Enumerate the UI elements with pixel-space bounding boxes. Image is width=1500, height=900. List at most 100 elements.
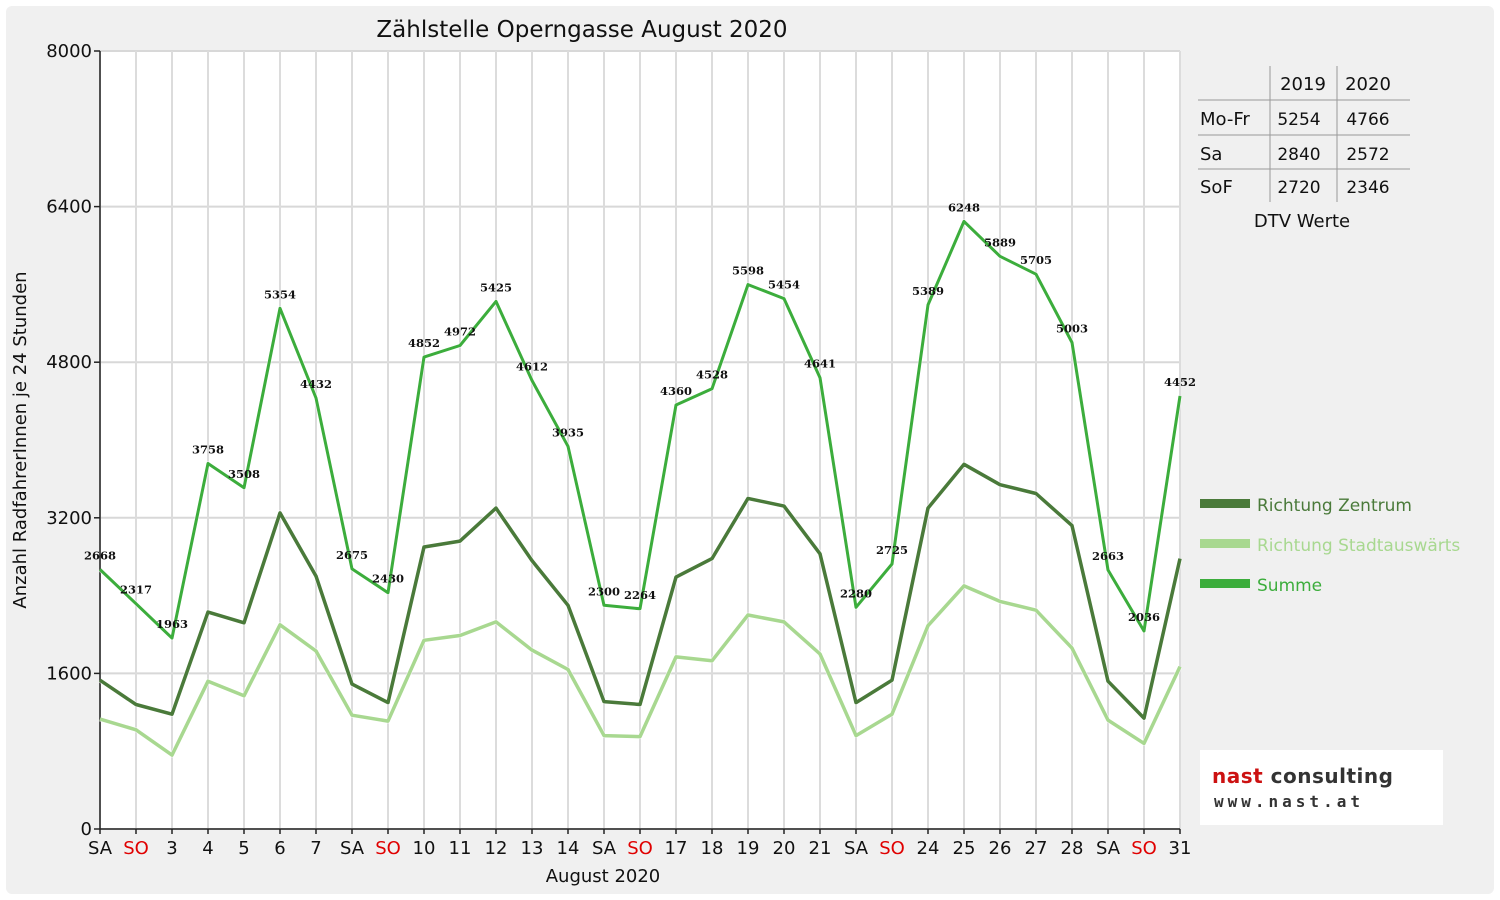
- x-tick-label: 12: [485, 838, 508, 859]
- x-tick-label: 13: [521, 838, 544, 859]
- legend: Richtung Zentrum Richtung Stadtauswärts Su…: [1200, 496, 1460, 596]
- series-line-0: [99, 462, 1182, 720]
- dtv-header-2019: 2019: [1280, 74, 1326, 95]
- x-tick-label: 5: [238, 838, 249, 859]
- legend-swatch: [1200, 499, 1250, 508]
- legend-label: Richtung Zentrum: [1257, 496, 1412, 516]
- y-tick-label: 4800: [46, 352, 92, 373]
- dtv-row-label: SoF: [1200, 177, 1233, 198]
- dtv-row-label: Sa: [1200, 144, 1222, 165]
- x-tick-label: 14: [557, 838, 580, 859]
- data-label: 2430: [372, 572, 404, 586]
- x-tick-label: SO: [1131, 838, 1157, 859]
- x-tick-label: SA: [1096, 838, 1121, 859]
- data-label: 2725: [876, 543, 908, 557]
- x-tick-label: 31: [1169, 838, 1192, 859]
- x-tick-label: 28: [1061, 838, 1084, 859]
- dtv-cell: 2840: [1277, 145, 1320, 165]
- x-tick-label: 19: [737, 838, 760, 859]
- data-label: 2317: [120, 583, 152, 597]
- dtv-cell: 5254: [1277, 110, 1320, 130]
- data-label: 4852: [408, 336, 440, 350]
- legend-swatch: [1200, 579, 1250, 588]
- data-label: 4972: [444, 324, 476, 338]
- legend-swatch: [1200, 539, 1250, 548]
- y-axis-label: Anzahl RadfahrerInnen je 24 Stunden: [10, 271, 31, 608]
- x-tick-label: 10: [413, 838, 436, 859]
- series-line-2: [98, 219, 1182, 640]
- legend-label: Summe: [1257, 576, 1322, 596]
- x-tick-label: 27: [1025, 838, 1048, 859]
- dtv-table: 2019 2020 Mo-Fr 5254 4766 Sa 2840 2572 S…: [1198, 66, 1410, 232]
- data-label: 4432: [300, 377, 332, 391]
- x-tick-label: SA: [340, 838, 365, 859]
- dtv-header-2020: 2020: [1345, 74, 1391, 95]
- x-tick-label: 25: [953, 838, 976, 859]
- x-tick-label: 20: [773, 838, 796, 859]
- dtv-title: DTV Werte: [1254, 211, 1350, 232]
- y-tick-label: 0: [81, 819, 92, 840]
- x-tick-label: 18: [701, 838, 724, 859]
- x-tick-label: 24: [917, 838, 940, 859]
- data-label: 2280: [840, 586, 872, 600]
- data-label: 5389: [912, 284, 944, 298]
- y-tick-label: 3200: [46, 508, 92, 529]
- x-tick-label: SA: [88, 838, 113, 859]
- x-tick-label: 17: [665, 838, 688, 859]
- data-label: 3758: [192, 443, 224, 457]
- x-tick-label: 11: [449, 838, 472, 859]
- series-lines: [98, 219, 1183, 758]
- data-label: 2663: [1092, 549, 1124, 563]
- x-tick-label: 7: [310, 838, 321, 859]
- data-label: 3935: [552, 425, 584, 439]
- data-label: 3508: [228, 467, 260, 481]
- company-logo: nast consulting www.nast.at: [1200, 750, 1443, 825]
- x-tick-label: 4: [202, 838, 213, 859]
- dtv-row-label: Mo-Fr: [1200, 109, 1250, 130]
- data-label: 5425: [480, 280, 512, 294]
- x-tick-label: 3: [166, 838, 177, 859]
- x-tick-label: SO: [375, 838, 401, 859]
- x-tick-label: 21: [809, 838, 832, 859]
- data-label: 1963: [156, 617, 188, 631]
- logo-wordmark: nast consulting: [1212, 764, 1394, 788]
- x-tick-label: SA: [592, 838, 617, 859]
- data-label: 5354: [264, 287, 296, 301]
- x-tick-label: SO: [879, 838, 905, 859]
- data-labels: 2668 2317 1963 3758 3508 5354 4432 2675 2430 4852…: [84, 200, 1196, 631]
- x-axis-label: August 2020: [546, 866, 661, 887]
- data-label: 4528: [696, 368, 728, 382]
- dtv-cell: 4766: [1346, 110, 1389, 130]
- dtv-cell: 2346: [1346, 178, 1389, 198]
- data-label: 2036: [1128, 610, 1160, 624]
- x-tick-label: 6: [274, 838, 285, 859]
- y-tick-label: 6400: [46, 197, 92, 218]
- y-tick-label: 8000: [46, 41, 92, 62]
- grid: [99, 50, 1181, 830]
- data-label: 4612: [516, 359, 548, 373]
- data-label: 5003: [1056, 321, 1088, 335]
- x-tick-label: SO: [627, 838, 653, 859]
- chart-title: Zählstelle Operngasse August 2020: [376, 17, 787, 43]
- data-label: 5889: [984, 235, 1016, 249]
- logo-url: www.nast.at: [1214, 792, 1364, 811]
- data-label: 2300: [588, 584, 620, 598]
- data-label: 5705: [1020, 253, 1052, 267]
- dtv-cell: 2720: [1277, 178, 1320, 198]
- data-label: 2675: [336, 548, 368, 562]
- y-tick-label: 1600: [46, 663, 92, 684]
- data-label: 4360: [660, 384, 692, 398]
- data-label: 2264: [624, 588, 656, 602]
- axes: 0 1600 3200 4800 6400 8000 SA SO 3 4 5 6 7 SA SO 10 11 12…: [46, 41, 1191, 859]
- data-label: 2668: [84, 549, 116, 563]
- x-tick-label: 26: [989, 838, 1012, 859]
- data-label: 5598: [732, 264, 764, 278]
- x-tick-label: SO: [123, 838, 149, 859]
- data-label: 5454: [768, 278, 800, 292]
- x-tick-label: SA: [844, 838, 869, 859]
- legend-label: Richtung Stadtauswärts: [1257, 536, 1460, 556]
- data-label: 4641: [804, 357, 836, 371]
- dtv-cell: 2572: [1346, 145, 1389, 165]
- data-label: 4452: [1164, 375, 1196, 389]
